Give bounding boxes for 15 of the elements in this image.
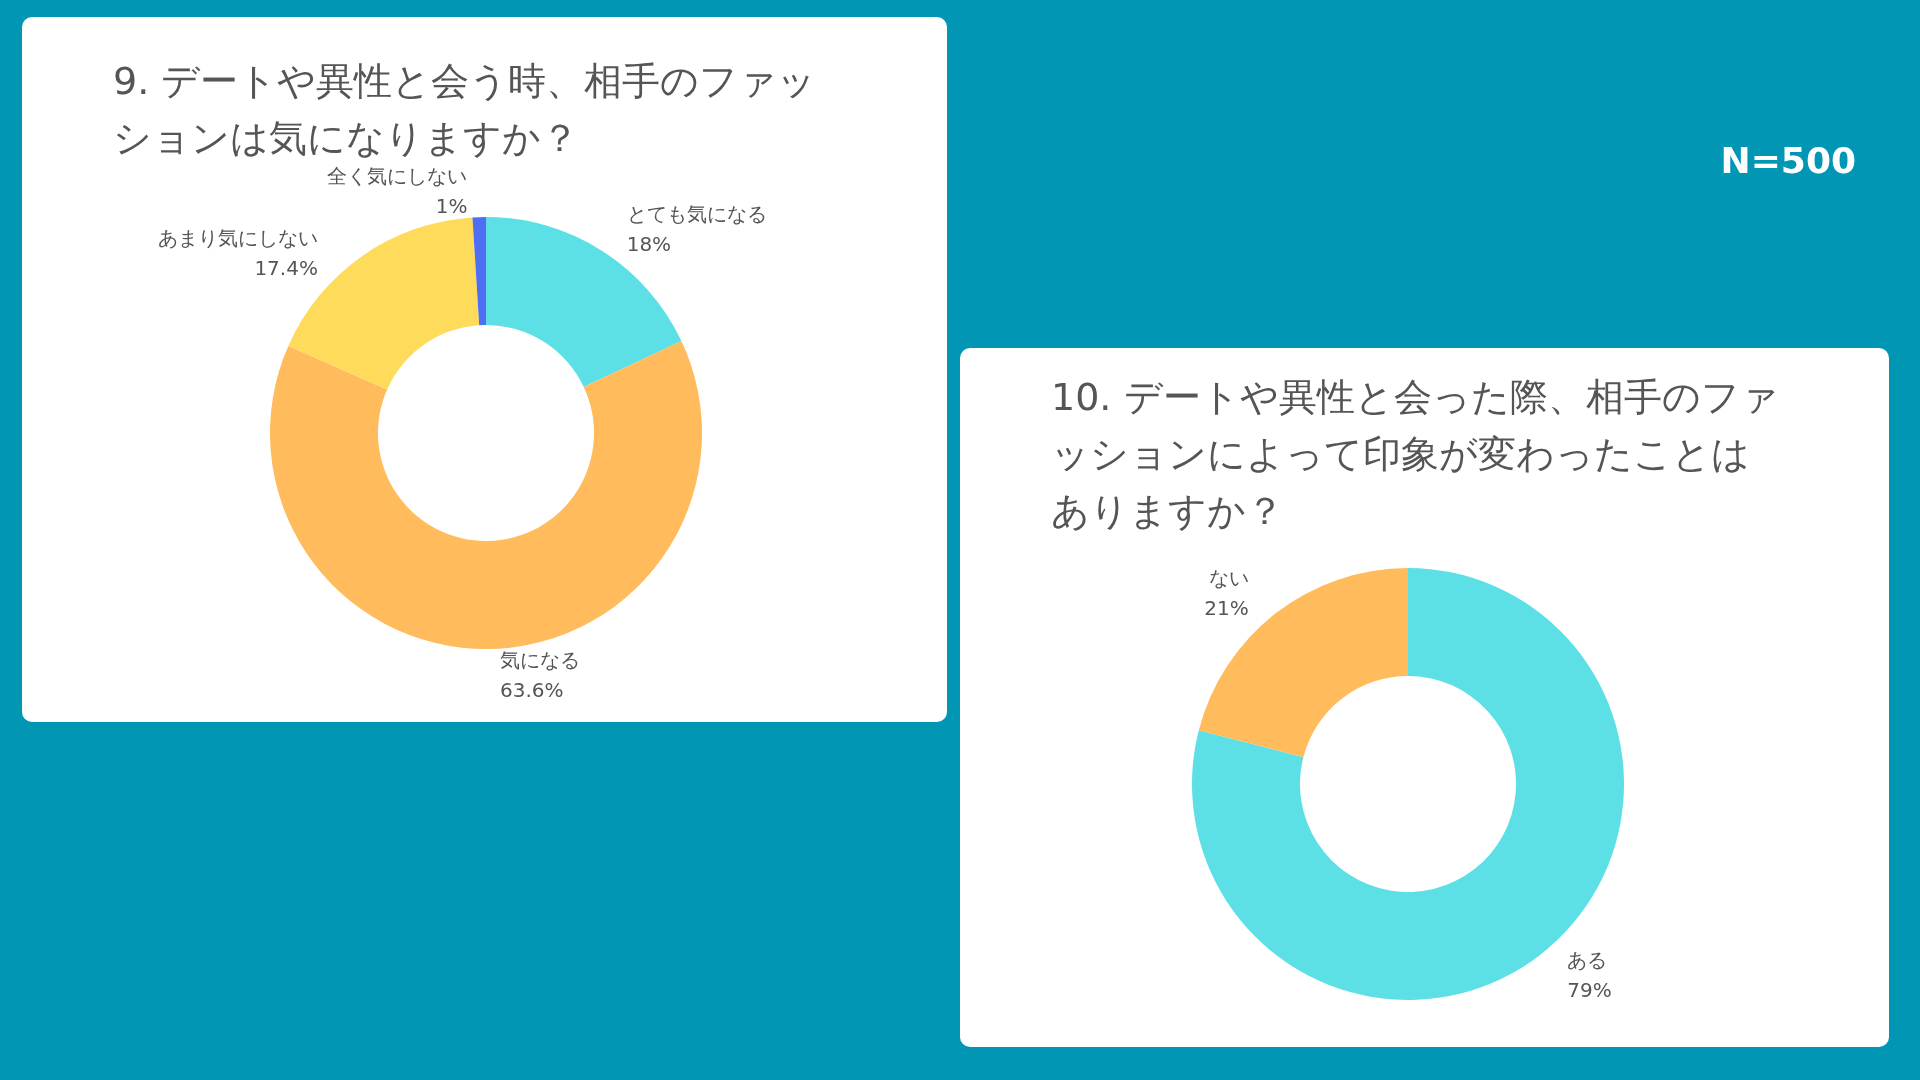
data-label: 21%: [1204, 595, 1249, 620]
chart-title: 9. デートや異性と会う時、相手のファッションは気になりますか？: [113, 58, 817, 160]
data-label: 79%: [1567, 978, 1612, 1003]
data-label: 1%: [435, 194, 468, 219]
data-label: 63.6%: [500, 677, 564, 702]
slice-label: ない: [1208, 565, 1249, 590]
slice-label: ある: [1567, 948, 1608, 973]
data-label: 17.4%: [254, 256, 318, 281]
slice-label: とても気になる: [626, 201, 767, 226]
slice-label: あまり気にしない: [157, 226, 318, 251]
data-label: 18%: [626, 231, 672, 256]
slice-label: 全く気にしない: [327, 164, 468, 189]
chart-title: 10. デートや異性と会った際、相手のファッションによって印象が変わったことはありますか？: [1051, 374, 1779, 533]
slice-label: 気になる: [500, 647, 581, 672]
text: N=500: [1720, 140, 1856, 181]
